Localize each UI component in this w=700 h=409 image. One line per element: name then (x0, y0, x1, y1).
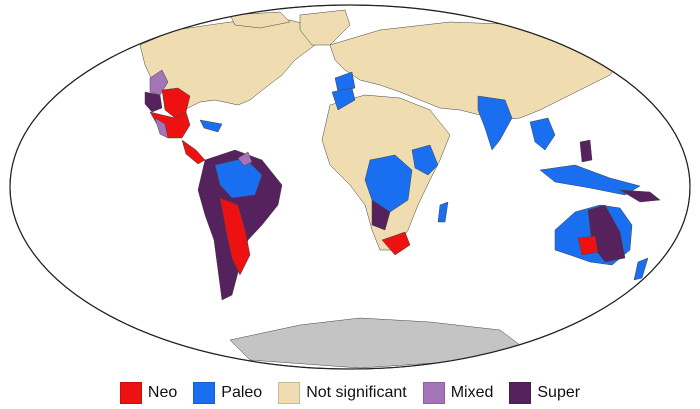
legend-label-super: Super (537, 384, 580, 402)
legend-swatch-not-significant (278, 382, 300, 404)
legend-item-not-significant: Not significant (278, 382, 407, 404)
legend-label-mixed: Mixed (451, 384, 494, 402)
legend-swatch-mixed (423, 382, 445, 404)
legend-label-paleo: Paleo (221, 384, 262, 402)
world-map-svg (0, 0, 700, 370)
legend-swatch-super (509, 382, 531, 404)
legend-label-not-significant: Not significant (306, 384, 407, 402)
legend-swatch-paleo (193, 382, 215, 404)
legend-label-neo: Neo (148, 384, 177, 402)
legend-item-neo: Neo (120, 382, 177, 404)
legend-swatch-neo (120, 382, 142, 404)
world-map (0, 0, 700, 370)
region-philippines-super (580, 140, 592, 162)
legend-item-mixed: Mixed (423, 382, 494, 404)
legend-item-super: Super (509, 382, 580, 404)
legend-item-paleo: Paleo (193, 382, 262, 404)
legend: Neo Paleo Not significant Mixed Super (0, 380, 700, 406)
